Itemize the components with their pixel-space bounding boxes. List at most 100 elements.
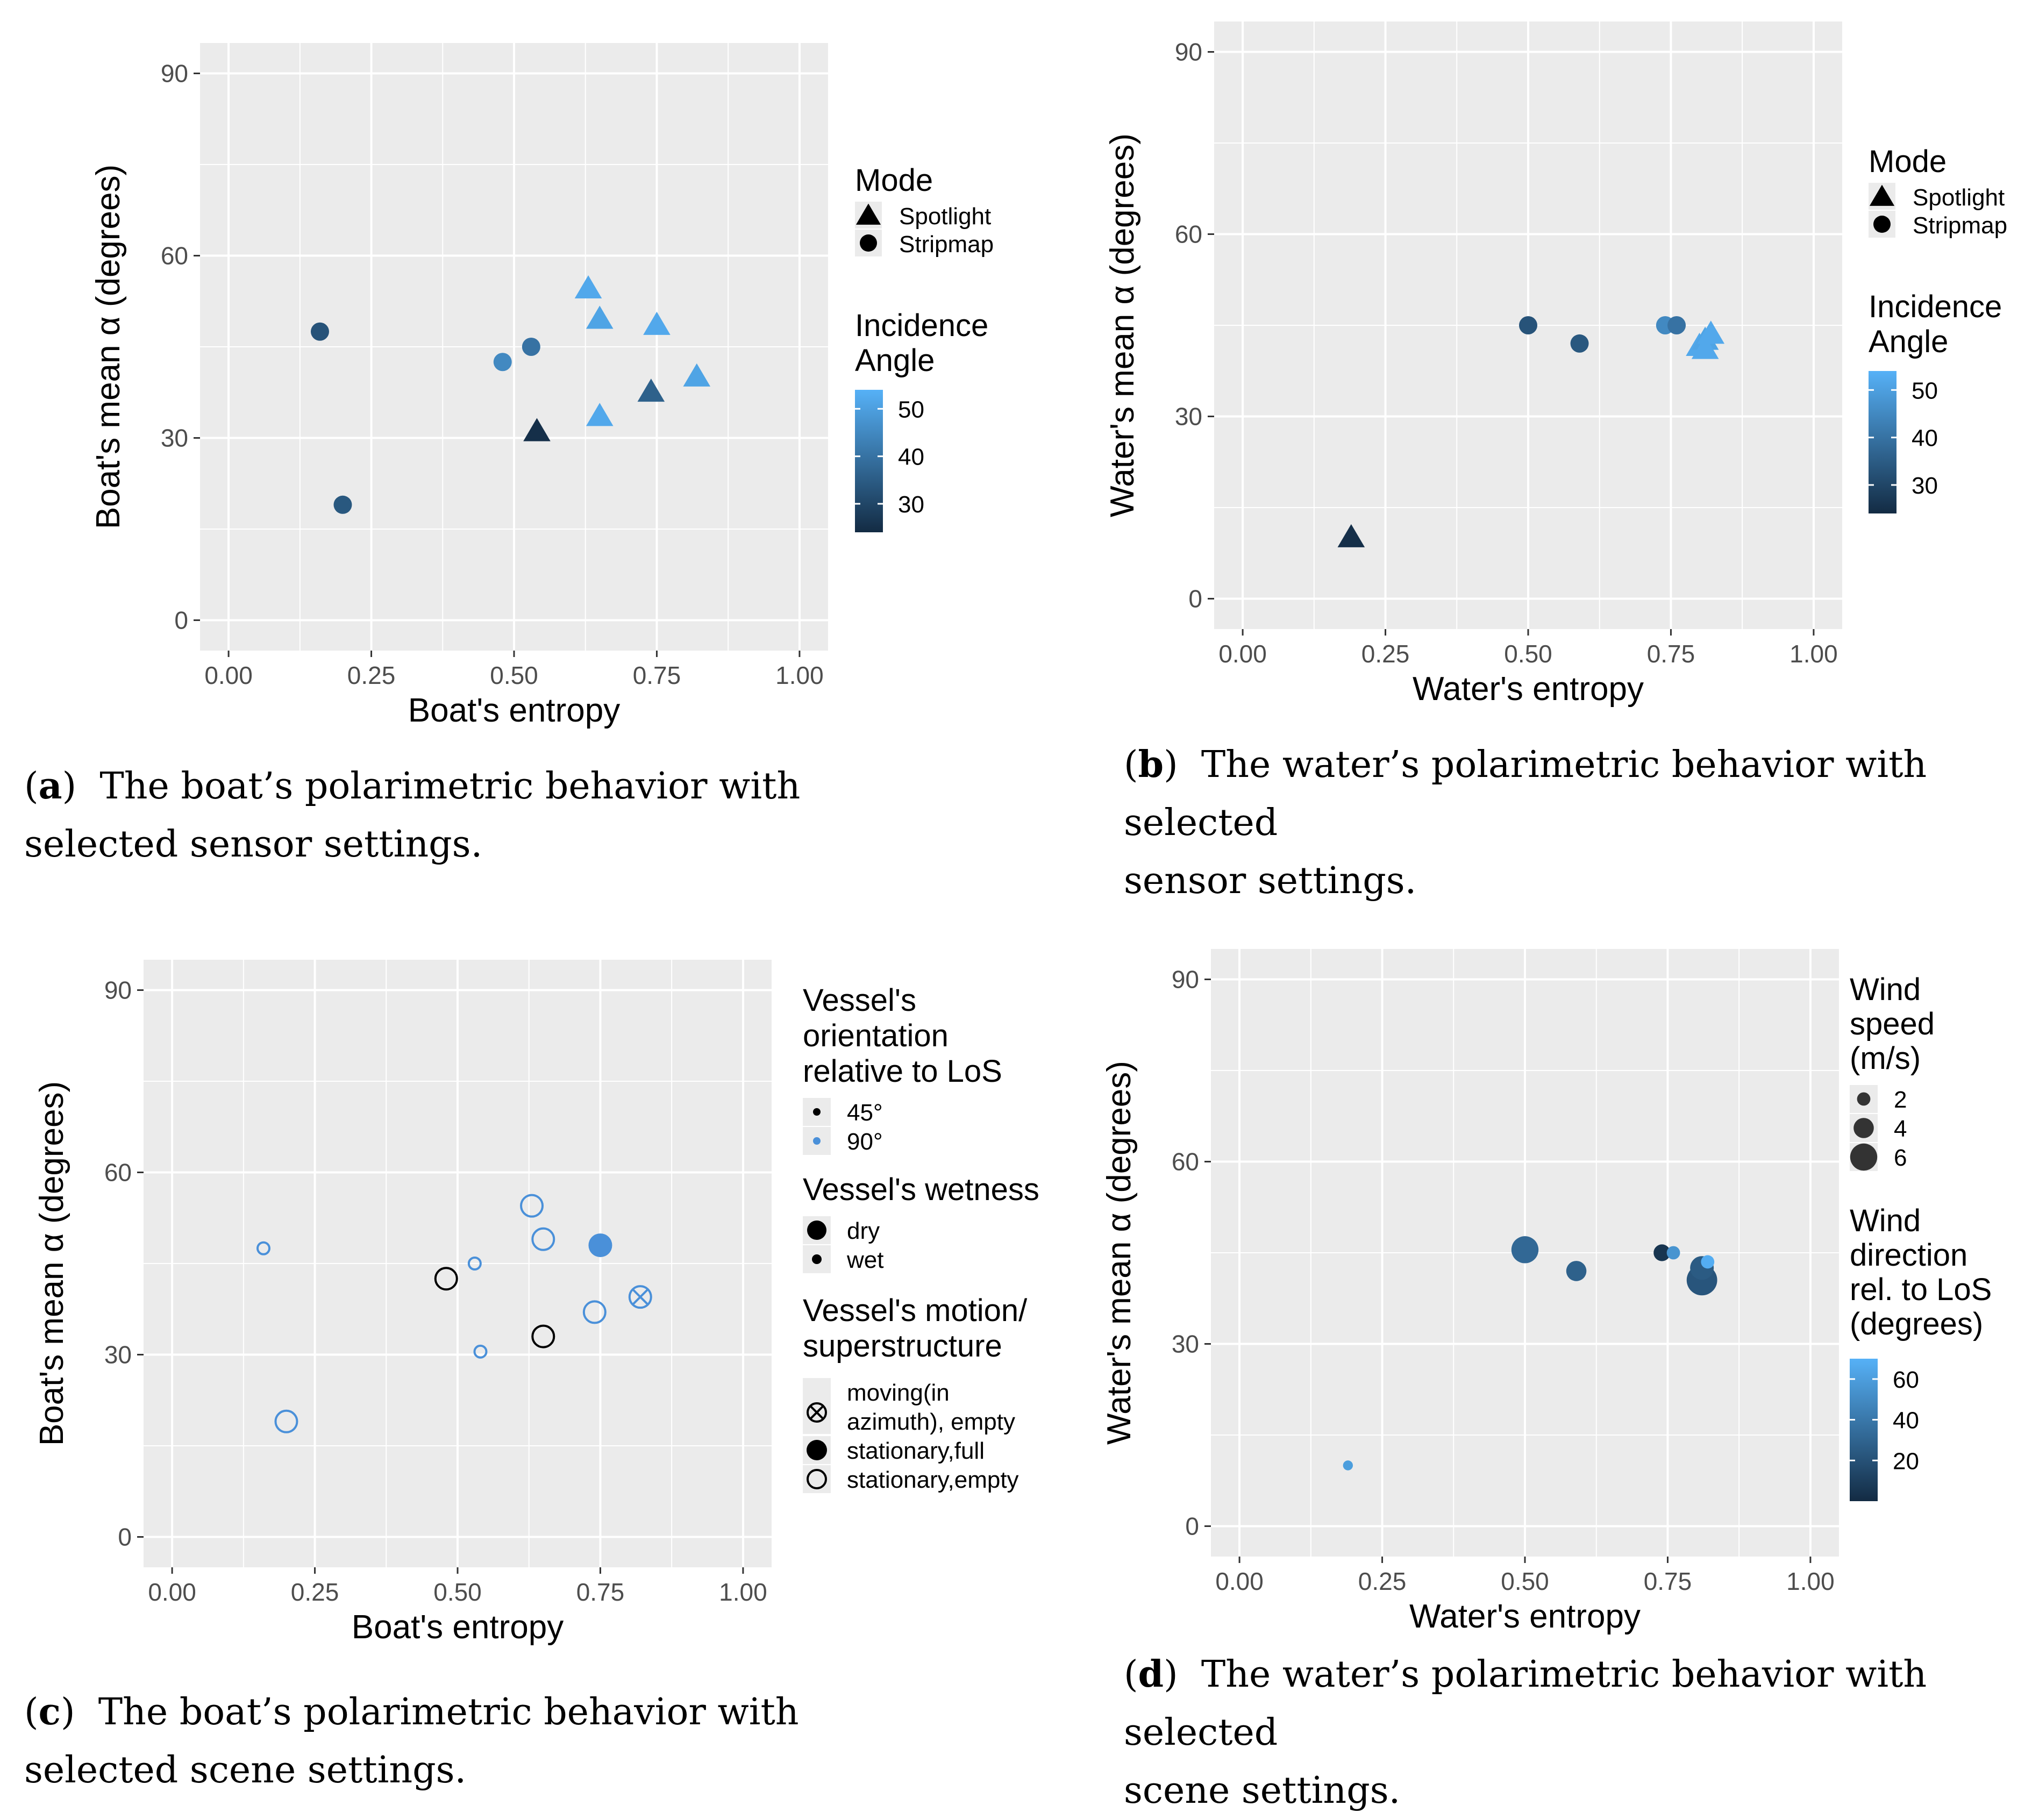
legend-orientation-item: 45° xyxy=(847,1100,883,1126)
legend-mode-item: Stripmap xyxy=(899,231,994,258)
legend-wetness-item: dry xyxy=(847,1218,880,1244)
legend-mode-item: Spotlight xyxy=(1913,184,2005,211)
colorbar-label: 40 xyxy=(898,444,924,470)
legend-wetness-dot xyxy=(812,1254,822,1264)
y-tick-label: 0 xyxy=(1185,1512,1199,1540)
caption-d: (d) The water’s polarimetric behavior wi… xyxy=(1124,1653,1927,1812)
point-stripmap xyxy=(1570,334,1589,353)
legend-wetness-dot xyxy=(807,1221,826,1240)
point-water xyxy=(1511,1236,1539,1264)
legend-orientation-dot xyxy=(813,1137,821,1145)
point-stationary-empty xyxy=(467,1257,482,1271)
x-tick-label: 0.75 xyxy=(1647,640,1695,668)
legend-direction-title: rel. to LoS xyxy=(1850,1272,1992,1307)
chart-b: 0.00 0.25 0.50 0.75 1.00 0 30 60 90 Water's entro… xyxy=(1104,22,2007,708)
x-axis-label: Boat's entropy xyxy=(352,1609,564,1646)
point-stationary-empty xyxy=(256,1241,270,1255)
chart-d: 0.00 0.25 0.50 0.75 1.00 0 30 60 90 Water's entro… xyxy=(1101,949,1992,1635)
legend-key-bg xyxy=(803,1378,831,1434)
x-tick-label: 1.00 xyxy=(775,661,824,689)
legend-orientation-item: 90° xyxy=(847,1129,883,1155)
legend-speed-title: speed xyxy=(1850,1007,1935,1041)
legend-motion-item: stationary,empty xyxy=(847,1467,1019,1493)
legend-direction-title: direction xyxy=(1850,1238,1967,1273)
point-spotlight xyxy=(643,311,671,335)
caption-a: (a) The boat’s polarimetric behavior wit… xyxy=(24,765,801,866)
x-axis-label: Water's entropy xyxy=(1409,1598,1641,1635)
legend-color-title: Incidence xyxy=(1869,289,2002,324)
point-spotlight xyxy=(637,379,665,402)
point-stationary-empty xyxy=(434,1267,458,1291)
legend-wetness-title: Vessel's wetness xyxy=(803,1172,1039,1207)
point-stripmap xyxy=(1667,316,1686,334)
point-spotlight xyxy=(574,275,602,299)
legend-mode-item: Stripmap xyxy=(1913,212,2007,239)
point-stationary-empty xyxy=(520,1194,544,1218)
y-tick-label: 0 xyxy=(118,1523,132,1551)
point-stationary-empty xyxy=(582,1300,607,1324)
y-axis-label: Water's mean α (degrees) xyxy=(1101,1061,1138,1445)
y-tick-label: 60 xyxy=(1175,220,1202,248)
legend-speed-title: (m/s) xyxy=(1850,1041,1921,1076)
point-stripmap xyxy=(333,495,352,514)
colorbar-label: 40 xyxy=(1893,1408,1919,1434)
y-axis-label: Boat's mean α (degrees) xyxy=(90,165,127,529)
legend-orientation-title: Vessel's xyxy=(803,983,916,1018)
caption-c: (c) The boat’s polarimetric behavior wit… xyxy=(24,1690,799,1792)
point-spotlight xyxy=(586,403,614,426)
legend-mode-title: Mode xyxy=(1869,144,1947,179)
y-tick-label: 90 xyxy=(1172,966,1199,994)
legend-motion-item: stationary,full xyxy=(847,1438,985,1464)
x-tick-label: 0.00 xyxy=(1215,1567,1264,1595)
y-tick-label: 60 xyxy=(104,1159,132,1187)
x-tick-label: 1.00 xyxy=(719,1578,767,1606)
colorbar-label: 30 xyxy=(898,491,924,518)
legend-speed-dot xyxy=(1857,1092,1871,1106)
chart-c: 0.00 0.25 0.50 0.75 1.00 0 30 60 90 Boat's entrop… xyxy=(33,960,1039,1646)
legend-orientation-title: relative to LoS xyxy=(803,1054,1002,1089)
wind-colorbar xyxy=(1850,1359,1878,1501)
x-tick-label: 0.00 xyxy=(1218,640,1267,668)
legend-motion-title: superstructure xyxy=(803,1329,1002,1364)
x-tick-label: 0.75 xyxy=(633,661,681,689)
legend-mode-title: Mode xyxy=(855,163,933,198)
point-stationary-empty xyxy=(473,1344,488,1359)
colorbar-label: 20 xyxy=(1893,1448,1919,1474)
legend-color-title: Angle xyxy=(855,343,935,378)
y-tick-label: 60 xyxy=(1172,1148,1199,1176)
legend-triangle-icon xyxy=(855,203,881,225)
caption-b: (b) The water’s polarimetric behavior wi… xyxy=(1124,743,1927,902)
legend-direction-title: Wind xyxy=(1850,1203,1921,1238)
legend-moving-cross xyxy=(809,1405,824,1420)
y-tick-label: 30 xyxy=(1175,403,1202,431)
legend-color-title: Incidence xyxy=(855,308,988,343)
legend-speed-dot xyxy=(1850,1143,1878,1171)
y-tick-label: 0 xyxy=(1188,585,1202,613)
y-axis-label: Boat's mean α (degrees) xyxy=(33,1081,70,1446)
y-axis-label: Water's mean α (degrees) xyxy=(1104,133,1141,517)
colorbar-label: 50 xyxy=(898,396,924,423)
point-stripmap xyxy=(522,338,540,356)
chart-a: 0.00 0.25 0.50 0.75 1.00 0 30 60 90 Boat's entrop… xyxy=(90,43,994,729)
x-tick-label: 0.50 xyxy=(1501,1567,1549,1595)
x-tick-label: 1.00 xyxy=(1789,640,1838,668)
legend-color-title: Angle xyxy=(1869,324,1948,359)
legend-speed-item: 4 xyxy=(1894,1116,1907,1142)
legend-full-icon xyxy=(807,1440,827,1460)
legend-triangle-icon xyxy=(1869,184,1895,206)
x-tick-label: 1.00 xyxy=(1786,1567,1835,1595)
colorbar-label: 40 xyxy=(1912,425,1938,452)
point-moving-empty xyxy=(628,1285,652,1309)
x-tick-label: 0.75 xyxy=(576,1578,625,1606)
point-stationary-empty xyxy=(531,1227,555,1251)
y-tick-label: 30 xyxy=(1172,1330,1199,1358)
legend-motion-item: moving(in xyxy=(847,1380,950,1406)
point-water xyxy=(1566,1261,1587,1281)
x-tick-label: 0.50 xyxy=(433,1578,482,1606)
legend-circle-icon xyxy=(860,234,877,252)
colorbar-label: 30 xyxy=(1912,473,1938,499)
colorbar-label: 50 xyxy=(1912,377,1938,404)
point-stripmap xyxy=(1519,316,1537,334)
legend-speed-item: 6 xyxy=(1894,1145,1907,1171)
point-moving-cross xyxy=(631,1288,649,1305)
